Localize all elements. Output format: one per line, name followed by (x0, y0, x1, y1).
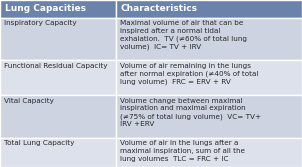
Text: Characteristics: Characteristics (121, 4, 198, 13)
Bar (0, 95, 116, 138)
Text: Volume change between maximal
inspiration and maximal expiration
(≠75% of total : Volume change between maximal inspiratio… (120, 98, 261, 127)
Bar (116, 60, 302, 95)
Text: Volume of air remaining in the lungs
after normal expiration (≠40% of total
lung: Volume of air remaining in the lungs aft… (120, 63, 259, 85)
Text: Inspiratory Capacity: Inspiratory Capacity (4, 20, 76, 26)
Bar (116, 0, 302, 18)
Text: Vital Capacity: Vital Capacity (4, 98, 54, 104)
Bar (0, 18, 116, 60)
Bar (116, 18, 302, 60)
Text: Lung Capacities: Lung Capacities (5, 4, 85, 13)
Text: Volume of air in the lungs after a
maximal inspiration, sum of all the
lung volu: Volume of air in the lungs after a maxim… (120, 140, 245, 162)
Bar (116, 138, 302, 167)
Bar (0, 60, 116, 95)
Text: Maximal volume of air that can be
inspired after a normal tidal
exhalation.  TV : Maximal volume of air that can be inspir… (120, 20, 247, 50)
Text: Functional Residual Capacity: Functional Residual Capacity (4, 63, 108, 69)
Bar (116, 95, 302, 138)
Bar (0, 138, 116, 167)
Bar (0, 0, 116, 18)
Text: Total Lung Capacity: Total Lung Capacity (4, 140, 74, 146)
